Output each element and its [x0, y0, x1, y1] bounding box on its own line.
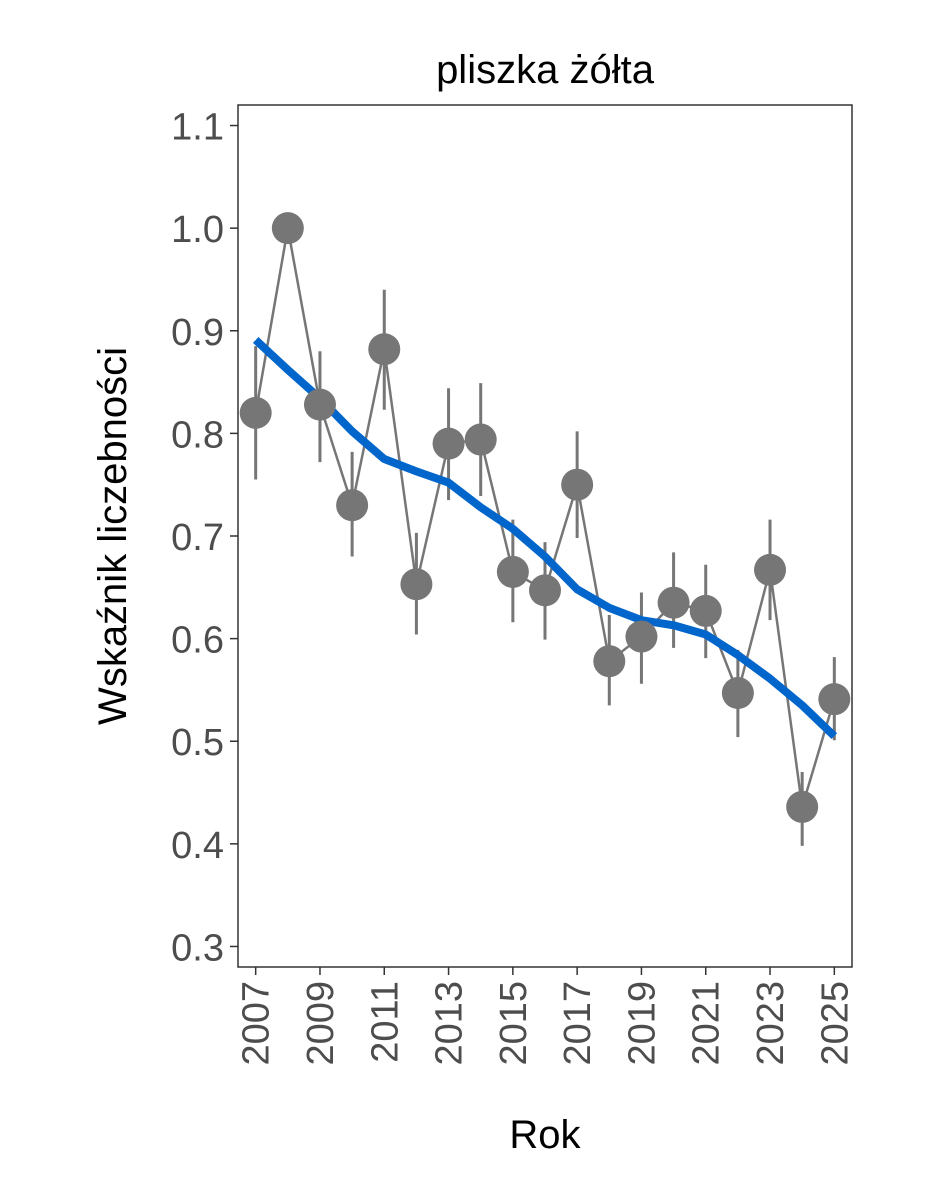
- y-axis: 0.3 0.4 0.5 0.6 0.7 0.8 0.9 1.0 1.1: [171, 107, 238, 969]
- x-axis-label: Rok: [509, 1113, 581, 1157]
- x-tick-label: 2007: [236, 981, 278, 1066]
- x-tick-label: 2017: [557, 981, 599, 1066]
- x-tick-label: 2019: [621, 981, 663, 1066]
- x-tick-label: 2025: [814, 981, 856, 1066]
- x-axis: 2007 2009 2011 2013 2015 2017 2019 2021 2023 2025: [236, 967, 856, 1066]
- y-tick-label: 0.5: [171, 722, 224, 764]
- x-tick-label: 2021: [686, 981, 728, 1066]
- data-point: [303, 388, 336, 421]
- y-tick-label: 0.9: [171, 312, 224, 354]
- x-tick-label: 2015: [493, 981, 535, 1066]
- data-point: [689, 594, 722, 627]
- y-tick-label: 1.0: [171, 209, 224, 251]
- x-tick-label: 2023: [750, 981, 792, 1066]
- data-point: [593, 645, 626, 678]
- data-point: [271, 212, 304, 245]
- y-axis-label: Wskaźnik liczebności: [91, 347, 135, 725]
- data-point: [786, 790, 819, 823]
- data-point: [657, 586, 690, 619]
- y-tick-label: 0.6: [171, 620, 224, 662]
- trend-line: [252, 337, 838, 739]
- data-point: [561, 468, 594, 501]
- x-tick-label: 2011: [364, 981, 406, 1063]
- data-point: [239, 396, 272, 429]
- data-point: [464, 423, 497, 456]
- y-tick-label: 0.7: [171, 517, 224, 559]
- data-point: [721, 677, 754, 710]
- data-point: [625, 620, 658, 653]
- y-tick-label: 0.4: [171, 825, 224, 867]
- y-tick-label: 0.8: [171, 414, 224, 456]
- chart-title: pliszka żółta: [436, 48, 655, 92]
- x-tick-label: 2013: [429, 981, 471, 1066]
- data-point: [754, 553, 787, 586]
- data-point: [496, 555, 529, 588]
- x-tick-label: 2009: [300, 981, 342, 1066]
- data-marks: [239, 212, 851, 846]
- data-point: [432, 427, 465, 460]
- data-point: [818, 683, 851, 716]
- data-point: [368, 333, 401, 366]
- y-tick-label: 0.3: [171, 927, 224, 969]
- data-point: [529, 574, 561, 607]
- data-point: [400, 568, 433, 601]
- plot-panel: [237, 104, 853, 968]
- y-tick-label: 1.1: [171, 107, 224, 149]
- data-point: [336, 489, 369, 522]
